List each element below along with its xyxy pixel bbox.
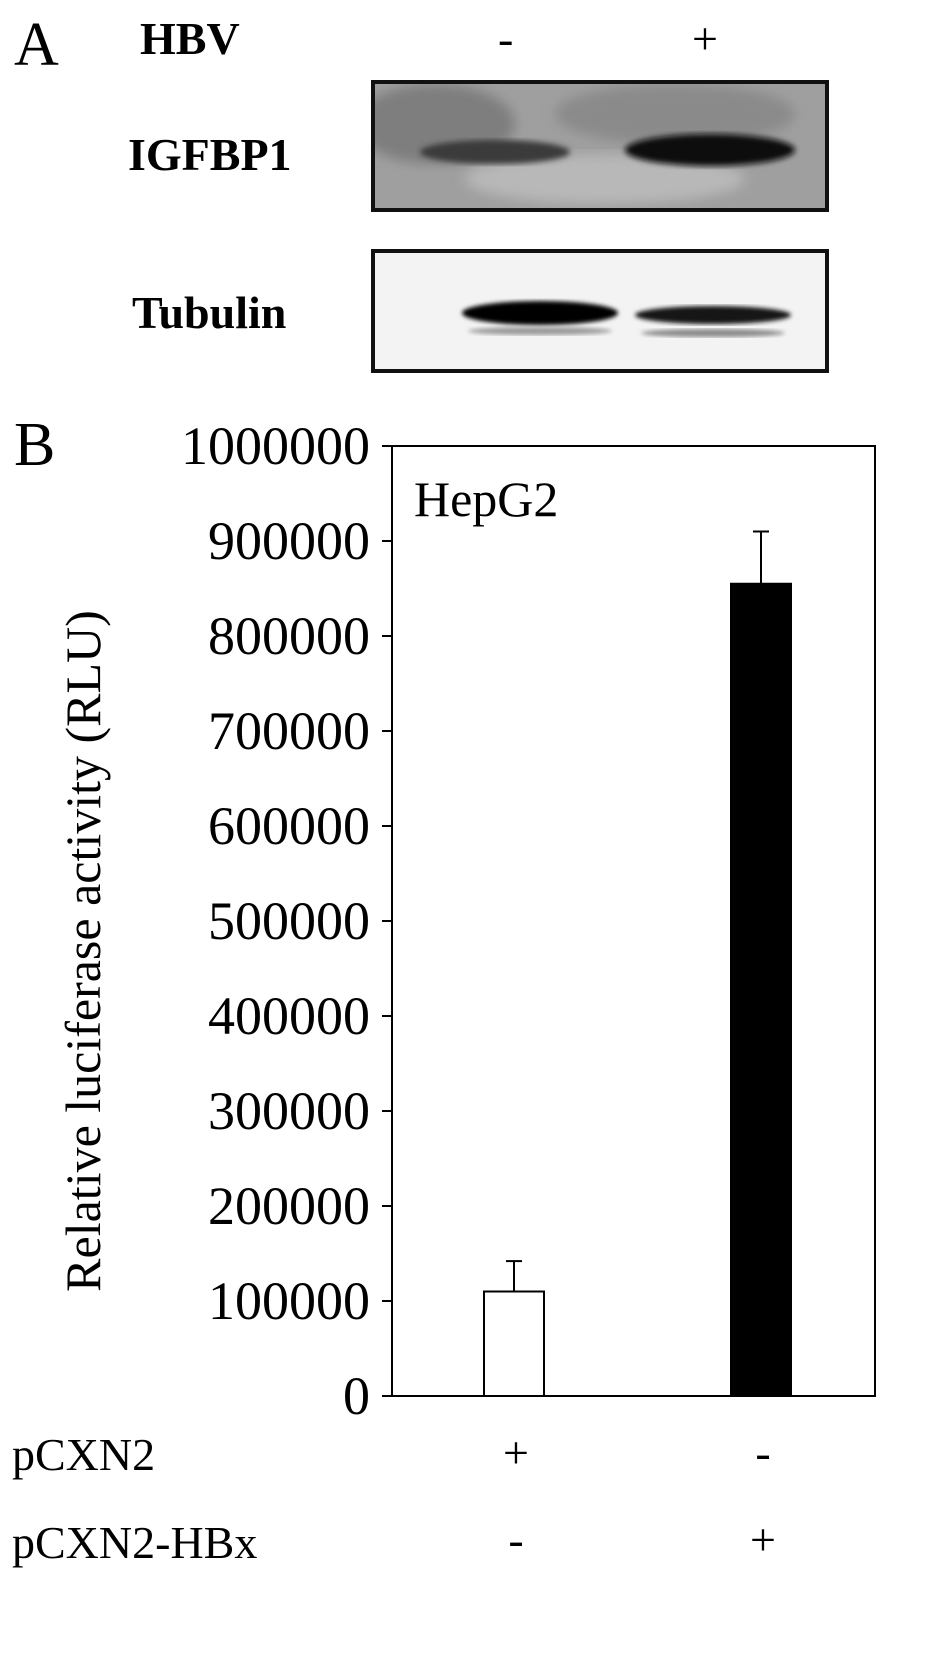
y-tick-label: 700000 <box>208 701 370 761</box>
igfbp1-label: IGFBP1 <box>128 129 292 180</box>
hbv-label: HBV <box>140 13 240 64</box>
tubulin-blot <box>371 249 829 373</box>
cell-line-annotation: HepG2 <box>414 471 558 527</box>
tubulin-blot-image <box>375 253 825 369</box>
y-tick-label: 900000 <box>208 511 370 571</box>
igfbp1-blot-image <box>375 84 825 208</box>
panel-b-letter: B <box>14 411 56 479</box>
y-tick-label: 400000 <box>208 986 370 1046</box>
tubulin-label: Tubulin <box>132 287 287 338</box>
panel-a-letter: A <box>14 11 59 79</box>
bar-2 <box>730 582 792 1397</box>
pcxn2-sign-1: + <box>503 1427 529 1478</box>
hbv-lane2-sign: + <box>692 13 718 64</box>
y-tick-label: 1000000 <box>181 416 370 476</box>
igfbp1-blot <box>371 80 829 212</box>
pcxn2-hbx-label: pCXN2-HBx <box>12 1517 258 1568</box>
pcxn2-label: pCXN2 <box>12 1429 156 1480</box>
y-tick-label: 300000 <box>208 1081 370 1141</box>
y-tick-label: 500000 <box>208 891 370 951</box>
y-axis-label: Relative luciferase activity (RLU) <box>55 610 111 1292</box>
y-tick-label: 100000 <box>208 1271 370 1331</box>
hbv-lane1-sign: - <box>498 13 514 64</box>
y-tick-label: 0 <box>343 1366 370 1426</box>
pcxn2-hbx-sign-2: + <box>750 1514 776 1565</box>
pcxn2-sign-2: - <box>755 1427 771 1478</box>
luciferase-chart: 0 100000 200000 300000 400000 500000 600000 700… <box>55 416 876 1426</box>
pcxn2-hbx-sign-1: - <box>508 1514 524 1565</box>
bar-1 <box>483 1290 545 1397</box>
y-tick-label: 200000 <box>208 1176 370 1236</box>
y-tick-label: 600000 <box>208 796 370 856</box>
plot-frame <box>391 445 876 1397</box>
y-tick-label: 800000 <box>208 606 370 666</box>
